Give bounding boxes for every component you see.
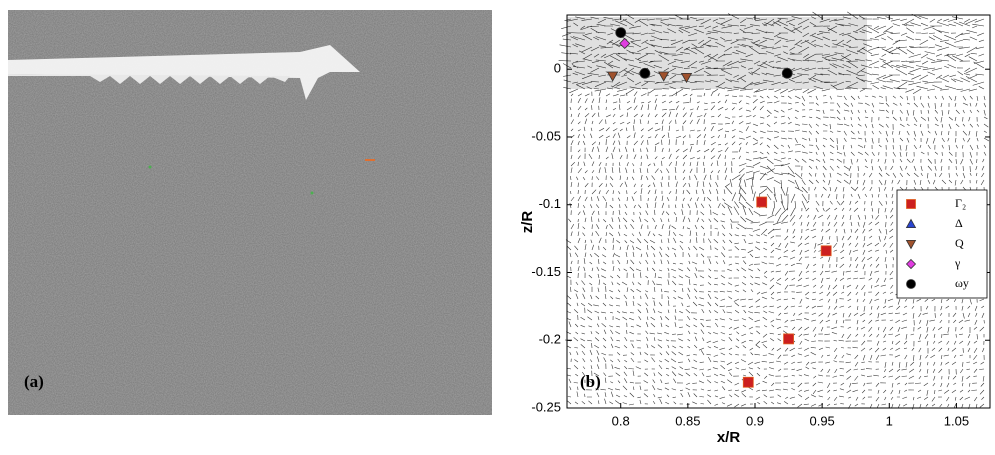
legend-label: Γ₂ xyxy=(955,196,966,210)
panel-label: (a) xyxy=(24,372,44,391)
x-tick-label: 0.9 xyxy=(746,413,764,428)
tracer xyxy=(148,165,152,169)
vector-field xyxy=(558,11,990,410)
x-tick-label: 1 xyxy=(886,413,893,428)
y-tick-label: -0.15 xyxy=(531,264,561,279)
legend-label: ωy xyxy=(955,276,969,290)
x-tick-label: 0.85 xyxy=(675,413,700,428)
marker xyxy=(639,67,651,79)
image-noise xyxy=(8,10,492,415)
marker xyxy=(783,333,794,345)
marker xyxy=(906,199,916,209)
marker xyxy=(742,376,754,388)
marker xyxy=(820,245,832,257)
marker xyxy=(781,67,793,79)
y-tick-label: -0.05 xyxy=(531,128,561,143)
y-tick-label: -0.1 xyxy=(539,196,561,211)
marker xyxy=(906,279,916,289)
x-tick-label: 0.8 xyxy=(612,413,630,428)
y-tick-label: -0.2 xyxy=(539,332,561,347)
marker xyxy=(606,71,619,82)
marker xyxy=(756,196,768,208)
legend-label: Q xyxy=(955,236,964,250)
marker xyxy=(680,72,693,84)
marker xyxy=(615,27,627,39)
y-axis-label: z/R xyxy=(519,211,536,234)
vortex-sheet xyxy=(8,45,360,100)
panel-a: (a) xyxy=(8,10,492,415)
marker xyxy=(905,239,917,250)
legend-label: Δ xyxy=(955,216,963,230)
tracer xyxy=(365,159,375,161)
panel-label: (b) xyxy=(580,372,601,391)
marker xyxy=(619,37,631,50)
panel-b: 0.8 0.85 0.9 0.95 1 1.05 0 -0.05 -0.1 -0.15 -0.2 -0… xyxy=(519,11,991,446)
y-tick-label: 0 xyxy=(554,61,561,76)
plot-frame xyxy=(566,14,991,409)
x-tick-label: 0.95 xyxy=(809,413,834,428)
x-tick-label: 1.05 xyxy=(944,413,969,428)
marker xyxy=(905,218,917,229)
legend-label: γ xyxy=(954,256,961,270)
x-axis-label: x/R xyxy=(717,429,741,446)
sheet-serration xyxy=(8,74,290,84)
tracer xyxy=(310,191,314,195)
marker xyxy=(905,258,917,270)
y-tick-label: -0.25 xyxy=(531,399,561,414)
marker xyxy=(658,71,670,82)
